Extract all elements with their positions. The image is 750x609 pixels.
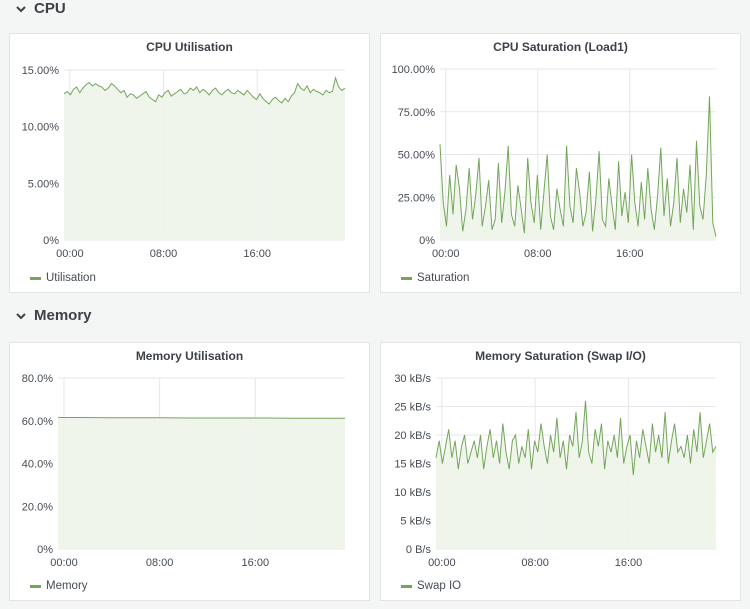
- x-tick-label: 08:00: [524, 248, 552, 260]
- x-tick-label: 00:00: [432, 248, 460, 260]
- panel-title: Memory Saturation (Swap I/O): [475, 349, 646, 363]
- y-tick-label: 25.00%: [398, 192, 436, 204]
- panel-title: CPU Saturation (Load1): [493, 40, 628, 54]
- y-tick-label: 25 kB/s: [394, 402, 431, 414]
- series-area: [58, 417, 345, 549]
- y-tick-label: 50.00%: [398, 150, 436, 162]
- series-line: [435, 400, 717, 475]
- y-tick-label: 0%: [419, 235, 435, 247]
- series-line: [58, 417, 345, 419]
- legend-swatch: [30, 584, 41, 588]
- legend-label: Saturation: [417, 272, 470, 284]
- chevron-down-icon: [16, 312, 26, 319]
- y-tick-label: 75.00%: [398, 107, 436, 119]
- panel-title: CPU Utilisation: [146, 40, 233, 54]
- x-tick-label: 08:00: [150, 248, 178, 260]
- x-tick-label: 08:00: [521, 557, 549, 569]
- y-tick-label: 0%: [43, 235, 59, 247]
- y-tick-label: 5 kB/s: [400, 516, 431, 528]
- chart-memory-saturation: 0 B/s 5 kB/s 10 kB/s 15 kB/s 20 kB/s 25 kB/s 3…: [394, 373, 717, 569]
- x-tick-label: 00:00: [50, 557, 78, 569]
- legend-swatch: [401, 584, 412, 588]
- chart-cpu-utilisation: 0% 5.00% 10.00% 15.00% 00:00 08:00 16:00: [22, 65, 346, 260]
- y-tick-label: 80.0%: [22, 373, 53, 385]
- panel-title: Memory Utilisation: [135, 349, 244, 363]
- y-tick-label: 0%: [37, 544, 53, 556]
- y-tick-label: 15 kB/s: [394, 459, 431, 471]
- series-line: [63, 76, 346, 105]
- chevron-down-icon: [16, 5, 26, 12]
- x-tick-label: 16:00: [242, 557, 270, 569]
- y-tick-label: 60.0%: [22, 416, 53, 428]
- y-tick-label: 15.00%: [22, 65, 60, 77]
- legend-item[interactable]: Memory: [30, 580, 88, 592]
- panel-cpu-saturation[interactable]: CPU Saturation (Load1) 0% 25.00% 50.00% 75.…: [380, 33, 741, 293]
- y-tick-label: 0 B/s: [406, 544, 432, 556]
- row-header-cpu[interactable]: CPU: [14, 0, 66, 17]
- y-tick-label: 10.00%: [22, 122, 60, 134]
- row-title: CPU: [34, 0, 66, 17]
- x-tick-label: 16:00: [615, 557, 643, 569]
- x-tick-label: 08:00: [146, 557, 174, 569]
- series-area: [440, 96, 716, 241]
- y-tick-label: 10 kB/s: [394, 487, 431, 499]
- y-tick-label: 100.00%: [392, 64, 436, 76]
- y-tick-label: 20 kB/s: [394, 430, 431, 442]
- x-tick-label: 00:00: [56, 248, 84, 260]
- y-tick-label: 40.0%: [22, 459, 53, 471]
- y-tick-label: 30 kB/s: [394, 373, 431, 385]
- chart-cpu-saturation: 0% 25.00% 50.00% 75.00% 100.00% 00:00 08:00 16:…: [392, 64, 717, 260]
- y-tick-label: 20.0%: [22, 501, 53, 513]
- legend-label: Memory: [46, 580, 88, 592]
- series-line: [439, 96, 717, 237]
- row-title: Memory: [34, 307, 92, 324]
- chart-memory-utilisation: 0% 20.0% 40.0% 60.0% 80.0% 00:00 08:00 16:00: [22, 373, 345, 569]
- x-tick-label: 16:00: [243, 248, 271, 260]
- legend-label: Swap IO: [417, 580, 462, 592]
- series-area: [436, 400, 716, 549]
- series-area: [64, 77, 345, 241]
- legend-swatch: [401, 276, 412, 280]
- legend-item[interactable]: Saturation: [401, 272, 469, 284]
- row-header-memory[interactable]: Memory: [14, 307, 92, 324]
- panel-cpu-utilisation[interactable]: CPU Utilisation 0% 5.00% 10.00% 15.00% 00:00…: [9, 33, 370, 293]
- legend-swatch: [30, 276, 41, 280]
- legend-label: Utilisation: [46, 272, 96, 284]
- legend-item[interactable]: Utilisation: [30, 272, 96, 284]
- y-tick-label: 5.00%: [28, 178, 59, 190]
- x-tick-label: 16:00: [616, 248, 644, 260]
- x-tick-label: 00:00: [428, 557, 456, 569]
- legend-item[interactable]: Swap IO: [401, 580, 461, 592]
- panel-memory-saturation[interactable]: Memory Saturation (Swap I/O) 0 B/s 5 kB/s…: [380, 342, 741, 601]
- panel-memory-utilisation[interactable]: Memory Utilisation 0% 20.0% 40.0% 60.0% 80.0…: [9, 342, 370, 601]
